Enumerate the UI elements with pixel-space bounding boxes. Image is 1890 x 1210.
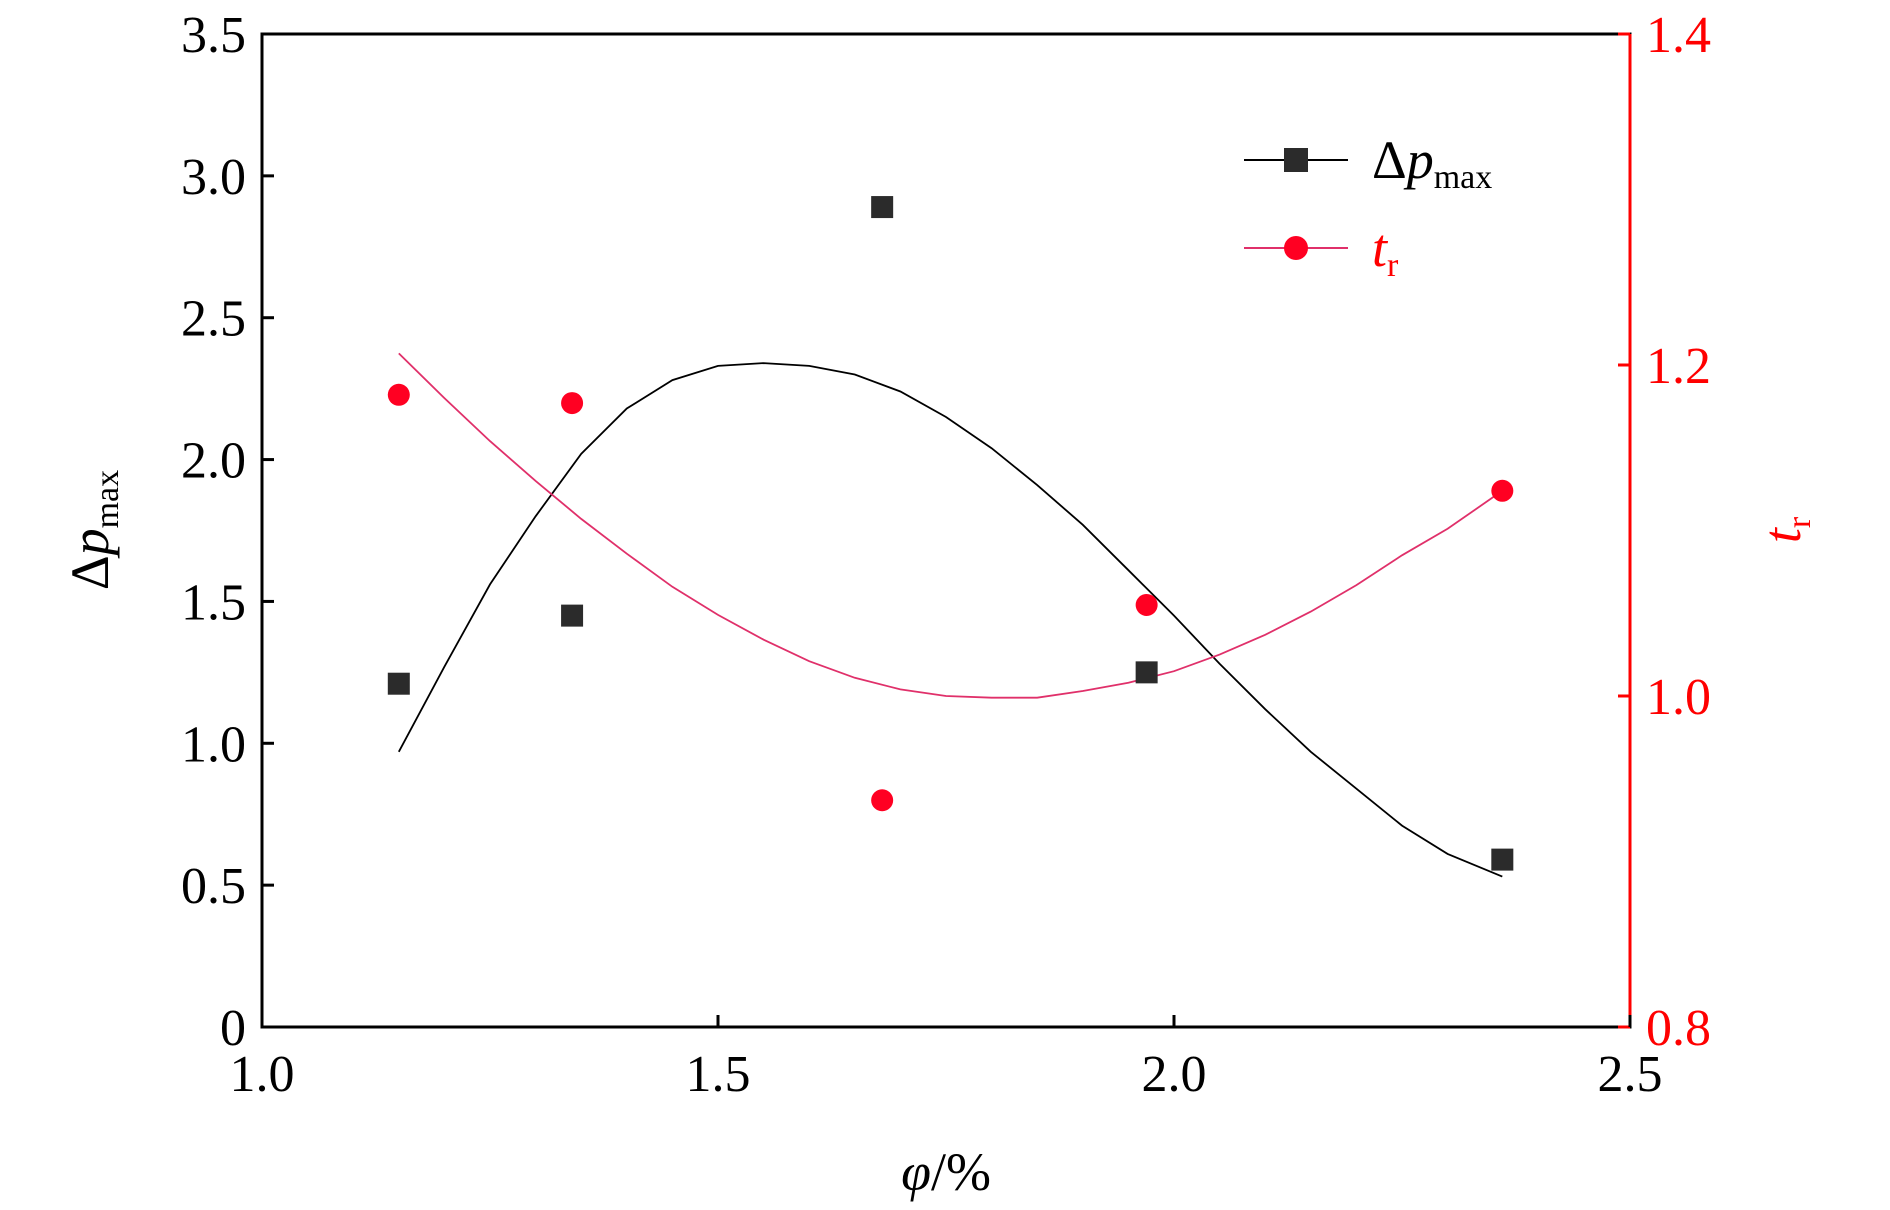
left-axis-ticks: 0 0.5 1.0 1.5 2.0 2.5 3.0 3.5 [181,7,274,1057]
x-axis-title-unit: /% [931,1142,991,1202]
bottom-tick-label: 2.5 [1598,1046,1663,1103]
legend-label-dp-main: p [1403,130,1434,190]
legend-item-dp: Δpmax [1244,130,1492,196]
right-axis-title: tr [1752,516,1818,543]
data-point-dp [1491,848,1514,871]
legend-label-dp-delta: Δ [1372,130,1407,190]
left-tick-label: 1.0 [181,716,246,773]
x-axis-title: φ/% [901,1142,991,1202]
left-tick-label: 0 [220,1000,246,1057]
legend-label-dp: Δpmax [1372,130,1492,196]
right-axis-title-sub: r [1781,516,1818,528]
legend-marker-square [1284,148,1308,172]
left-axis-title-sub: max [89,470,126,529]
data-point-tr [1135,593,1158,616]
left-tick-label: 1.5 [181,574,246,631]
left-axis-title: Δpmax [60,470,126,590]
right-tick-label: 1.2 [1646,338,1711,395]
legend-label-tr: tr [1372,218,1399,284]
left-tick-label: 0.5 [181,858,246,915]
fit-curves [398,352,1503,878]
bottom-tick-label: 1.0 [230,1046,295,1103]
data-point-dp [871,196,894,219]
data-point-dp [387,672,410,695]
legend-label-dp-sub: max [1434,159,1493,196]
data-point-tr [561,392,584,415]
right-tick-label: 0.8 [1646,1000,1711,1057]
data-point-dp [1135,661,1158,684]
bottom-axis-ticks: 1.0 1.5 2.0 2.5 [230,1015,1663,1103]
legend-item-tr: tr [1244,218,1399,284]
fit-curve-dp [398,362,1503,878]
left-tick-label: 3.0 [181,149,246,206]
left-axis-title-main: p [60,528,120,559]
bottom-tick-label: 1.5 [686,1046,751,1103]
right-axis-title-main: t [1752,526,1812,543]
legend: Δpmax tr [1244,130,1492,284]
right-tick-label: 1.4 [1646,7,1711,64]
right-axis-ticks: 0.8 1.0 1.2 1.4 [1618,7,1711,1057]
left-tick-label: 2.0 [181,433,246,490]
x-axis-title-symbol: φ [901,1142,931,1202]
data-point-tr [871,789,894,812]
data-point-dp [561,604,584,627]
data-point-tr [1491,479,1514,502]
legend-marker-circle [1284,236,1308,260]
fit-curve-tr [398,352,1503,699]
right-tick-label: 1.0 [1646,669,1711,726]
left-tick-label: 2.5 [181,291,246,348]
left-tick-label: 3.5 [181,7,246,64]
legend-label-tr-sub: r [1387,247,1399,284]
left-axis-title-delta: Δ [60,555,120,590]
data-point-tr [387,383,410,406]
legend-label-tr-main: t [1372,218,1389,278]
data-markers [387,196,1514,871]
bottom-tick-label: 2.0 [1142,1046,1207,1103]
